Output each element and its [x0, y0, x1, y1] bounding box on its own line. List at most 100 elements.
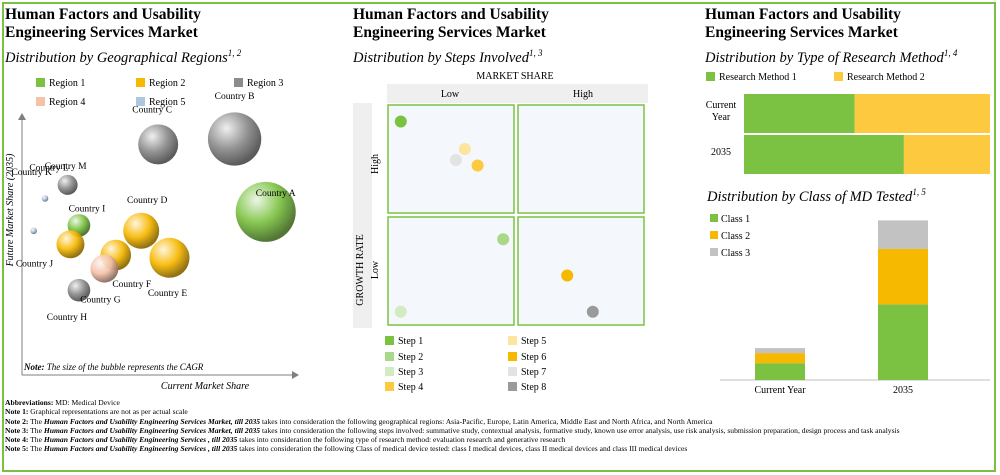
- hbar-legend-swatch-2: [834, 72, 843, 81]
- hbar-current-year-research-method-1: [744, 94, 855, 133]
- steps-legend-label: Step 8: [521, 382, 547, 393]
- panel3-subtitle2-text: Distribution by Class of MD Tested: [707, 188, 913, 205]
- panel1-subtitle-text: Distribution by Geographical Regions: [5, 49, 228, 66]
- bubble-label-country-e: Country E: [148, 289, 188, 299]
- steps-legend-label: Step 1: [398, 336, 424, 347]
- bubble-country-m: [57, 174, 78, 195]
- note4-prefix: The: [28, 435, 44, 445]
- steps-legend-step-6: Step 6: [508, 352, 546, 363]
- panel1-title: Human Factors and Usability Engineering …: [5, 6, 201, 42]
- region-legend-region-1: Region 1: [36, 78, 85, 89]
- steps-legend-step-3: Step 3: [385, 367, 423, 378]
- quadrant-high-high: [517, 104, 645, 214]
- region-legend-label: Region 5: [149, 97, 186, 108]
- note3-market: Human Factors and Usability Engineering …: [43, 425, 261, 435]
- panel2-subtitle-text: Distribution by Steps Involved: [353, 49, 529, 66]
- bubble-country-l: [41, 195, 49, 202]
- bubble-country-g: [90, 254, 119, 283]
- vbar-legend-label-3: Class 3: [721, 248, 750, 259]
- vbar-legend-swatch-2: [710, 231, 718, 239]
- bubble-label-country-m: Country M: [45, 162, 88, 172]
- note5-label: Note 5:: [5, 444, 29, 454]
- panel3-subtitle-text: Distribution by Type of Research Method: [705, 49, 944, 66]
- steps-legend-swatch: [385, 352, 394, 361]
- dot-step-4: [471, 159, 484, 172]
- bubble-label-country-a: Country A: [256, 189, 296, 199]
- vbar-legend-label-1: Class 1: [721, 214, 750, 225]
- note1-text: Graphical representations are not as per…: [28, 407, 188, 417]
- bubble-label-country-b: Country B: [215, 92, 255, 102]
- steps-legend-label: Step 3: [398, 367, 424, 378]
- bubble-label-country-d: Country D: [127, 196, 168, 206]
- region-legend-swatch: [136, 97, 145, 106]
- hbar-legend-label-1: Research Method 1: [719, 72, 797, 83]
- panel3-title-line2: Engineering Services Market: [705, 24, 898, 41]
- bubble-label-country-h: Country H: [47, 313, 88, 323]
- steps-legend-step-7: Step 7: [508, 367, 546, 378]
- matrix-y-title: GROWTH RATE: [355, 234, 366, 305]
- vbar-current-year-class-2: [755, 353, 805, 364]
- matrix-x-high: High: [573, 89, 593, 100]
- region-legend-swatch: [234, 78, 243, 87]
- panel3-subtitle2: Distribution by Class of MD Tested1, 5: [707, 184, 926, 206]
- note5-text: takes into consideration the following C…: [237, 444, 688, 454]
- region-legend-label: Region 4: [49, 97, 86, 108]
- region-legend-region-2: Region 2: [136, 78, 185, 89]
- bubble-note: Note: The size of the bubble represents …: [23, 362, 204, 372]
- bubble-label-country-f: Country F: [112, 280, 151, 290]
- bubble-note-prefix: Note:: [23, 362, 45, 372]
- dot-step-5: [458, 143, 471, 155]
- x-axis-arrow: [292, 371, 299, 379]
- panel2-title: Human Factors and Usability Engineering …: [353, 6, 549, 42]
- hbar-legend-label-2: Research Method 2: [847, 72, 925, 83]
- dot-step-3: [394, 305, 407, 318]
- steps-legend-label: Step 6: [521, 352, 547, 363]
- panel3-title: Human Factors and Usability Engineering …: [705, 6, 901, 42]
- note-4: Note 4: The Human Factors and Usability …: [5, 435, 990, 444]
- steps-legend-label: Step 7: [521, 367, 547, 378]
- y-axis-label: Future Market Share (2035): [5, 153, 16, 268]
- bubble-note-text: The size of the bubble represents the CA…: [45, 362, 204, 372]
- steps-legend-swatch: [508, 367, 517, 376]
- note-5: Note 5: The Human Factors and Usability …: [5, 444, 990, 453]
- steps-legend-step-5: Step 5: [508, 336, 546, 347]
- note4-market: Human Factors and Usability Engineering …: [43, 435, 238, 445]
- vbar-legend-swatch-3: [710, 248, 718, 256]
- note4-text: takes into consideration the following t…: [237, 435, 566, 445]
- bubble-label-country-j: Country J: [16, 259, 54, 269]
- panel1-title-line2: Engineering Services Market: [5, 24, 198, 41]
- abbr-label: Abbreviations:: [5, 398, 54, 407]
- panel3-title-line1: Human Factors and Usability: [705, 6, 901, 23]
- bubble-country-a: [235, 181, 296, 242]
- note3-prefix: The: [28, 425, 44, 435]
- panel3-subtitle-sup: 1, 4: [943, 48, 958, 58]
- steps-legend-step-4: Step 4: [385, 382, 423, 393]
- dot-step-6: [561, 269, 574, 282]
- matrix-y-header: [353, 103, 372, 328]
- panel3-subtitle: Distribution by Type of Research Method1…: [705, 45, 957, 67]
- matrix-x-low: Low: [441, 89, 460, 100]
- y-axis-arrow: [18, 113, 26, 120]
- dot-step-2: [497, 233, 510, 246]
- dot-step-7: [449, 154, 462, 166]
- vbar-legend-label-2: Class 2: [721, 231, 750, 242]
- steps-legend-swatch: [508, 382, 517, 391]
- bubble-country-b: [207, 112, 262, 166]
- matrix-x-header: [387, 84, 648, 103]
- panel1-title-line1: Human Factors and Usability: [5, 6, 201, 23]
- steps-legend-swatch: [508, 336, 517, 345]
- bubble-country-k: [30, 227, 37, 235]
- bubble-country-e: [149, 237, 190, 278]
- hbar-2035-research-method-2: [903, 135, 990, 174]
- bubble-country-d: [123, 212, 160, 249]
- dot-step-8: [586, 305, 599, 318]
- bubble-label-country-k: Country K: [11, 168, 52, 178]
- vbar-2035-class-2: [878, 248, 928, 305]
- region-legend-swatch: [36, 97, 45, 106]
- note5-prefix: The: [28, 444, 44, 454]
- hbar-2035-research-method-1: [744, 135, 904, 174]
- steps-legend-swatch: [385, 367, 394, 376]
- bubble-country-c: [138, 124, 179, 165]
- steps-legend-step-8: Step 8: [508, 382, 546, 393]
